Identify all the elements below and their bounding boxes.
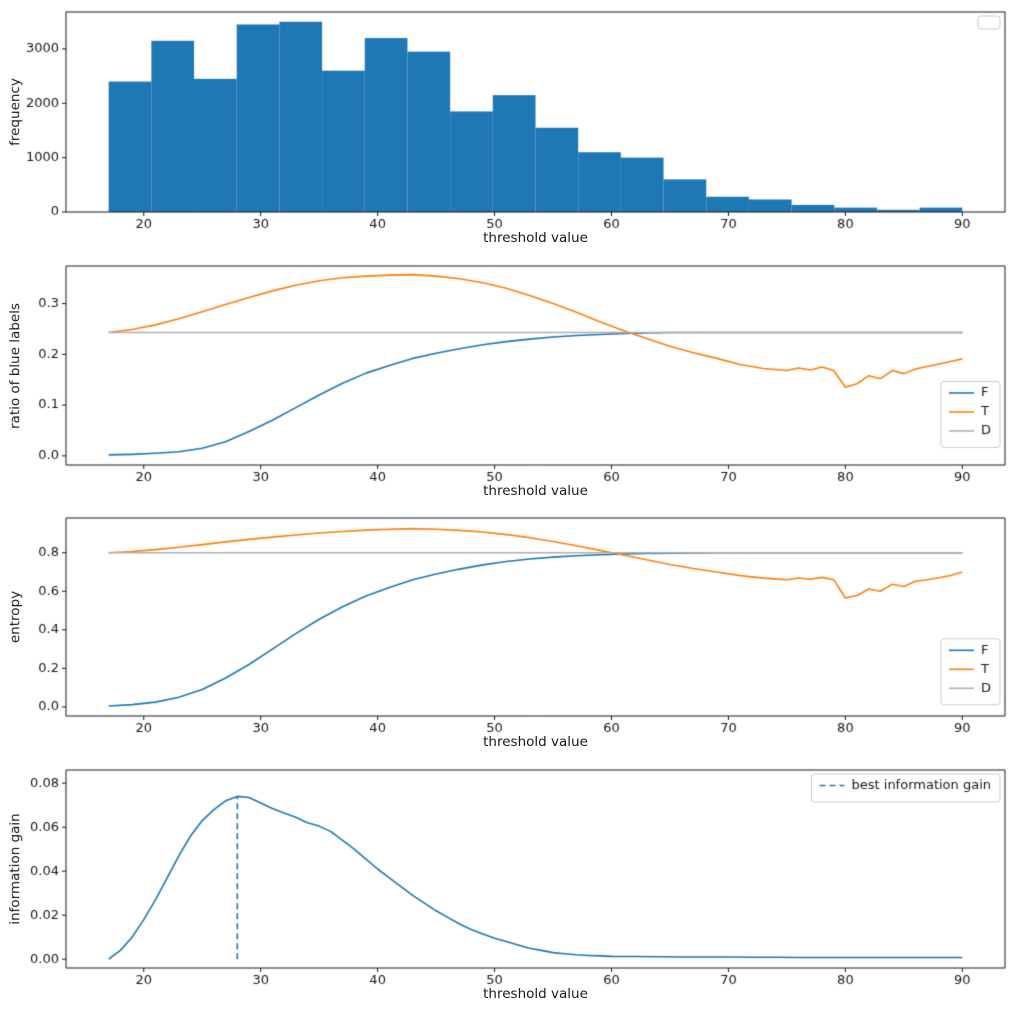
entropy-lines-canvas [0, 498, 1012, 750]
subplot-information-gain: threshold value information gain [0, 750, 1012, 1013]
ratio-lines-canvas [0, 246, 1012, 498]
subplot-frequency-histogram: threshold value frequency [0, 0, 1012, 246]
frequency-histogram-canvas [0, 0, 1012, 246]
x-axis-label: threshold value [483, 986, 588, 1002]
x-axis-label: threshold value [483, 734, 588, 750]
y-axis-label: ratio of blue labels [7, 302, 24, 429]
y-axis-label: information gain [7, 813, 24, 925]
x-axis-label: threshold value [483, 230, 588, 246]
subplot-entropy: threshold value entropy [0, 498, 1012, 750]
subplot-ratio-of-blue-labels: threshold value ratio of blue labels [0, 246, 1012, 498]
y-axis-label: frequency [7, 78, 24, 146]
x-axis-label: threshold value [483, 483, 588, 499]
information-gain-canvas [0, 750, 1012, 1013]
y-axis-label: entropy [7, 590, 24, 644]
